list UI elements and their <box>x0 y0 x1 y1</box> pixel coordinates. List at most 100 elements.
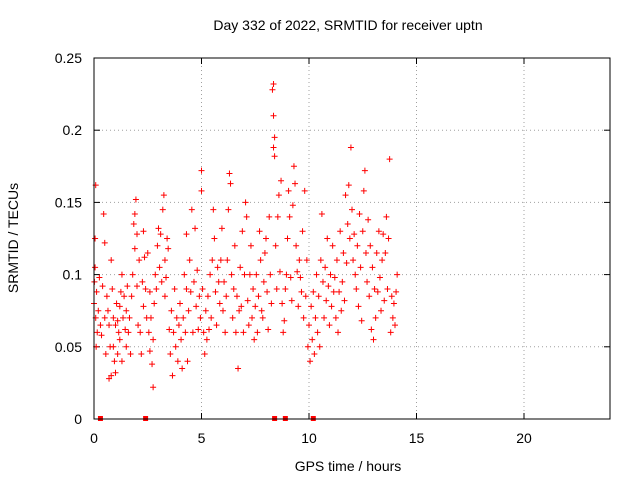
x-tick-label: 10 <box>301 430 317 446</box>
data-point <box>289 202 296 209</box>
data-point <box>118 358 125 365</box>
data-point <box>361 167 368 174</box>
data-point <box>211 235 218 242</box>
data-point <box>389 314 396 321</box>
data-point <box>239 228 246 235</box>
data-point <box>184 358 191 365</box>
data-point <box>303 257 310 264</box>
data-point <box>237 264 244 271</box>
data-point <box>279 300 286 307</box>
data-point <box>258 307 265 314</box>
data-point <box>256 228 263 235</box>
data-point <box>385 235 392 242</box>
data-point <box>188 206 195 213</box>
data-point <box>123 307 130 314</box>
data-point <box>393 288 400 295</box>
data-point <box>353 286 360 293</box>
data-point <box>298 288 305 295</box>
data-point <box>140 303 147 310</box>
data-point <box>246 271 253 278</box>
data-point <box>228 271 235 278</box>
data-point <box>337 228 344 235</box>
data-point <box>269 86 276 93</box>
data-point <box>351 231 358 238</box>
data-point <box>386 156 393 163</box>
data-point <box>251 336 258 343</box>
data-point <box>208 314 215 321</box>
data-point <box>121 293 128 300</box>
data-point <box>159 206 166 213</box>
data-point <box>232 329 239 336</box>
data-points <box>91 80 401 391</box>
data-point <box>131 210 138 217</box>
data-point <box>142 286 149 293</box>
data-point <box>101 239 108 246</box>
data-point <box>282 286 289 293</box>
data-point <box>324 235 331 242</box>
data-point <box>150 336 157 343</box>
data-point <box>343 260 350 267</box>
data-point <box>345 182 352 189</box>
data-point <box>114 351 121 358</box>
data-point <box>260 278 267 285</box>
data-point <box>357 264 364 271</box>
data-point <box>173 314 180 321</box>
data-point <box>206 326 213 333</box>
data-point <box>116 303 123 310</box>
data-point <box>118 271 125 278</box>
data-point <box>333 257 340 264</box>
data-point <box>199 286 206 293</box>
data-point <box>112 369 119 376</box>
data-point <box>147 314 154 321</box>
data-point <box>284 235 291 242</box>
data-point <box>167 351 174 358</box>
data-point <box>314 329 321 336</box>
data-point <box>319 278 326 285</box>
data-point <box>225 206 232 213</box>
data-point <box>132 196 139 203</box>
data-point <box>358 317 365 324</box>
data-point <box>384 286 391 293</box>
data-point <box>135 322 142 329</box>
data-point <box>336 288 343 295</box>
data-point <box>360 187 367 194</box>
data-point <box>271 153 278 160</box>
data-point <box>344 221 351 228</box>
data-point <box>265 326 272 333</box>
data-point <box>294 268 301 275</box>
data-point <box>297 274 304 281</box>
data-point <box>183 231 190 238</box>
data-point <box>364 278 371 285</box>
data-point <box>347 144 354 151</box>
data-point <box>390 300 397 307</box>
data-point <box>318 210 325 217</box>
data-point <box>382 249 389 256</box>
data-point <box>229 314 236 321</box>
data-point <box>242 199 249 206</box>
data-point <box>192 225 199 232</box>
data-point <box>149 361 156 368</box>
data-point <box>108 372 115 379</box>
data-point <box>150 384 157 391</box>
data-point <box>174 358 181 365</box>
data-point <box>366 293 373 300</box>
data-point <box>285 187 292 194</box>
data-point <box>323 297 330 304</box>
data-point <box>218 225 225 232</box>
data-point <box>392 322 398 329</box>
data-point <box>271 134 278 141</box>
data-point <box>216 300 223 307</box>
data-point <box>182 329 189 336</box>
grid <box>94 58 610 419</box>
data-point <box>92 235 99 242</box>
data-point <box>338 307 345 314</box>
y-axis-label: SRMTID / TECUs <box>5 183 21 293</box>
data-point <box>214 264 221 271</box>
y-tick-label: 0.05 <box>55 339 82 355</box>
data-point <box>195 326 202 333</box>
data-point <box>94 329 101 336</box>
x-tick-label: 15 <box>409 430 425 446</box>
data-point <box>292 180 299 187</box>
data-point <box>111 358 118 365</box>
data-point <box>123 343 130 350</box>
